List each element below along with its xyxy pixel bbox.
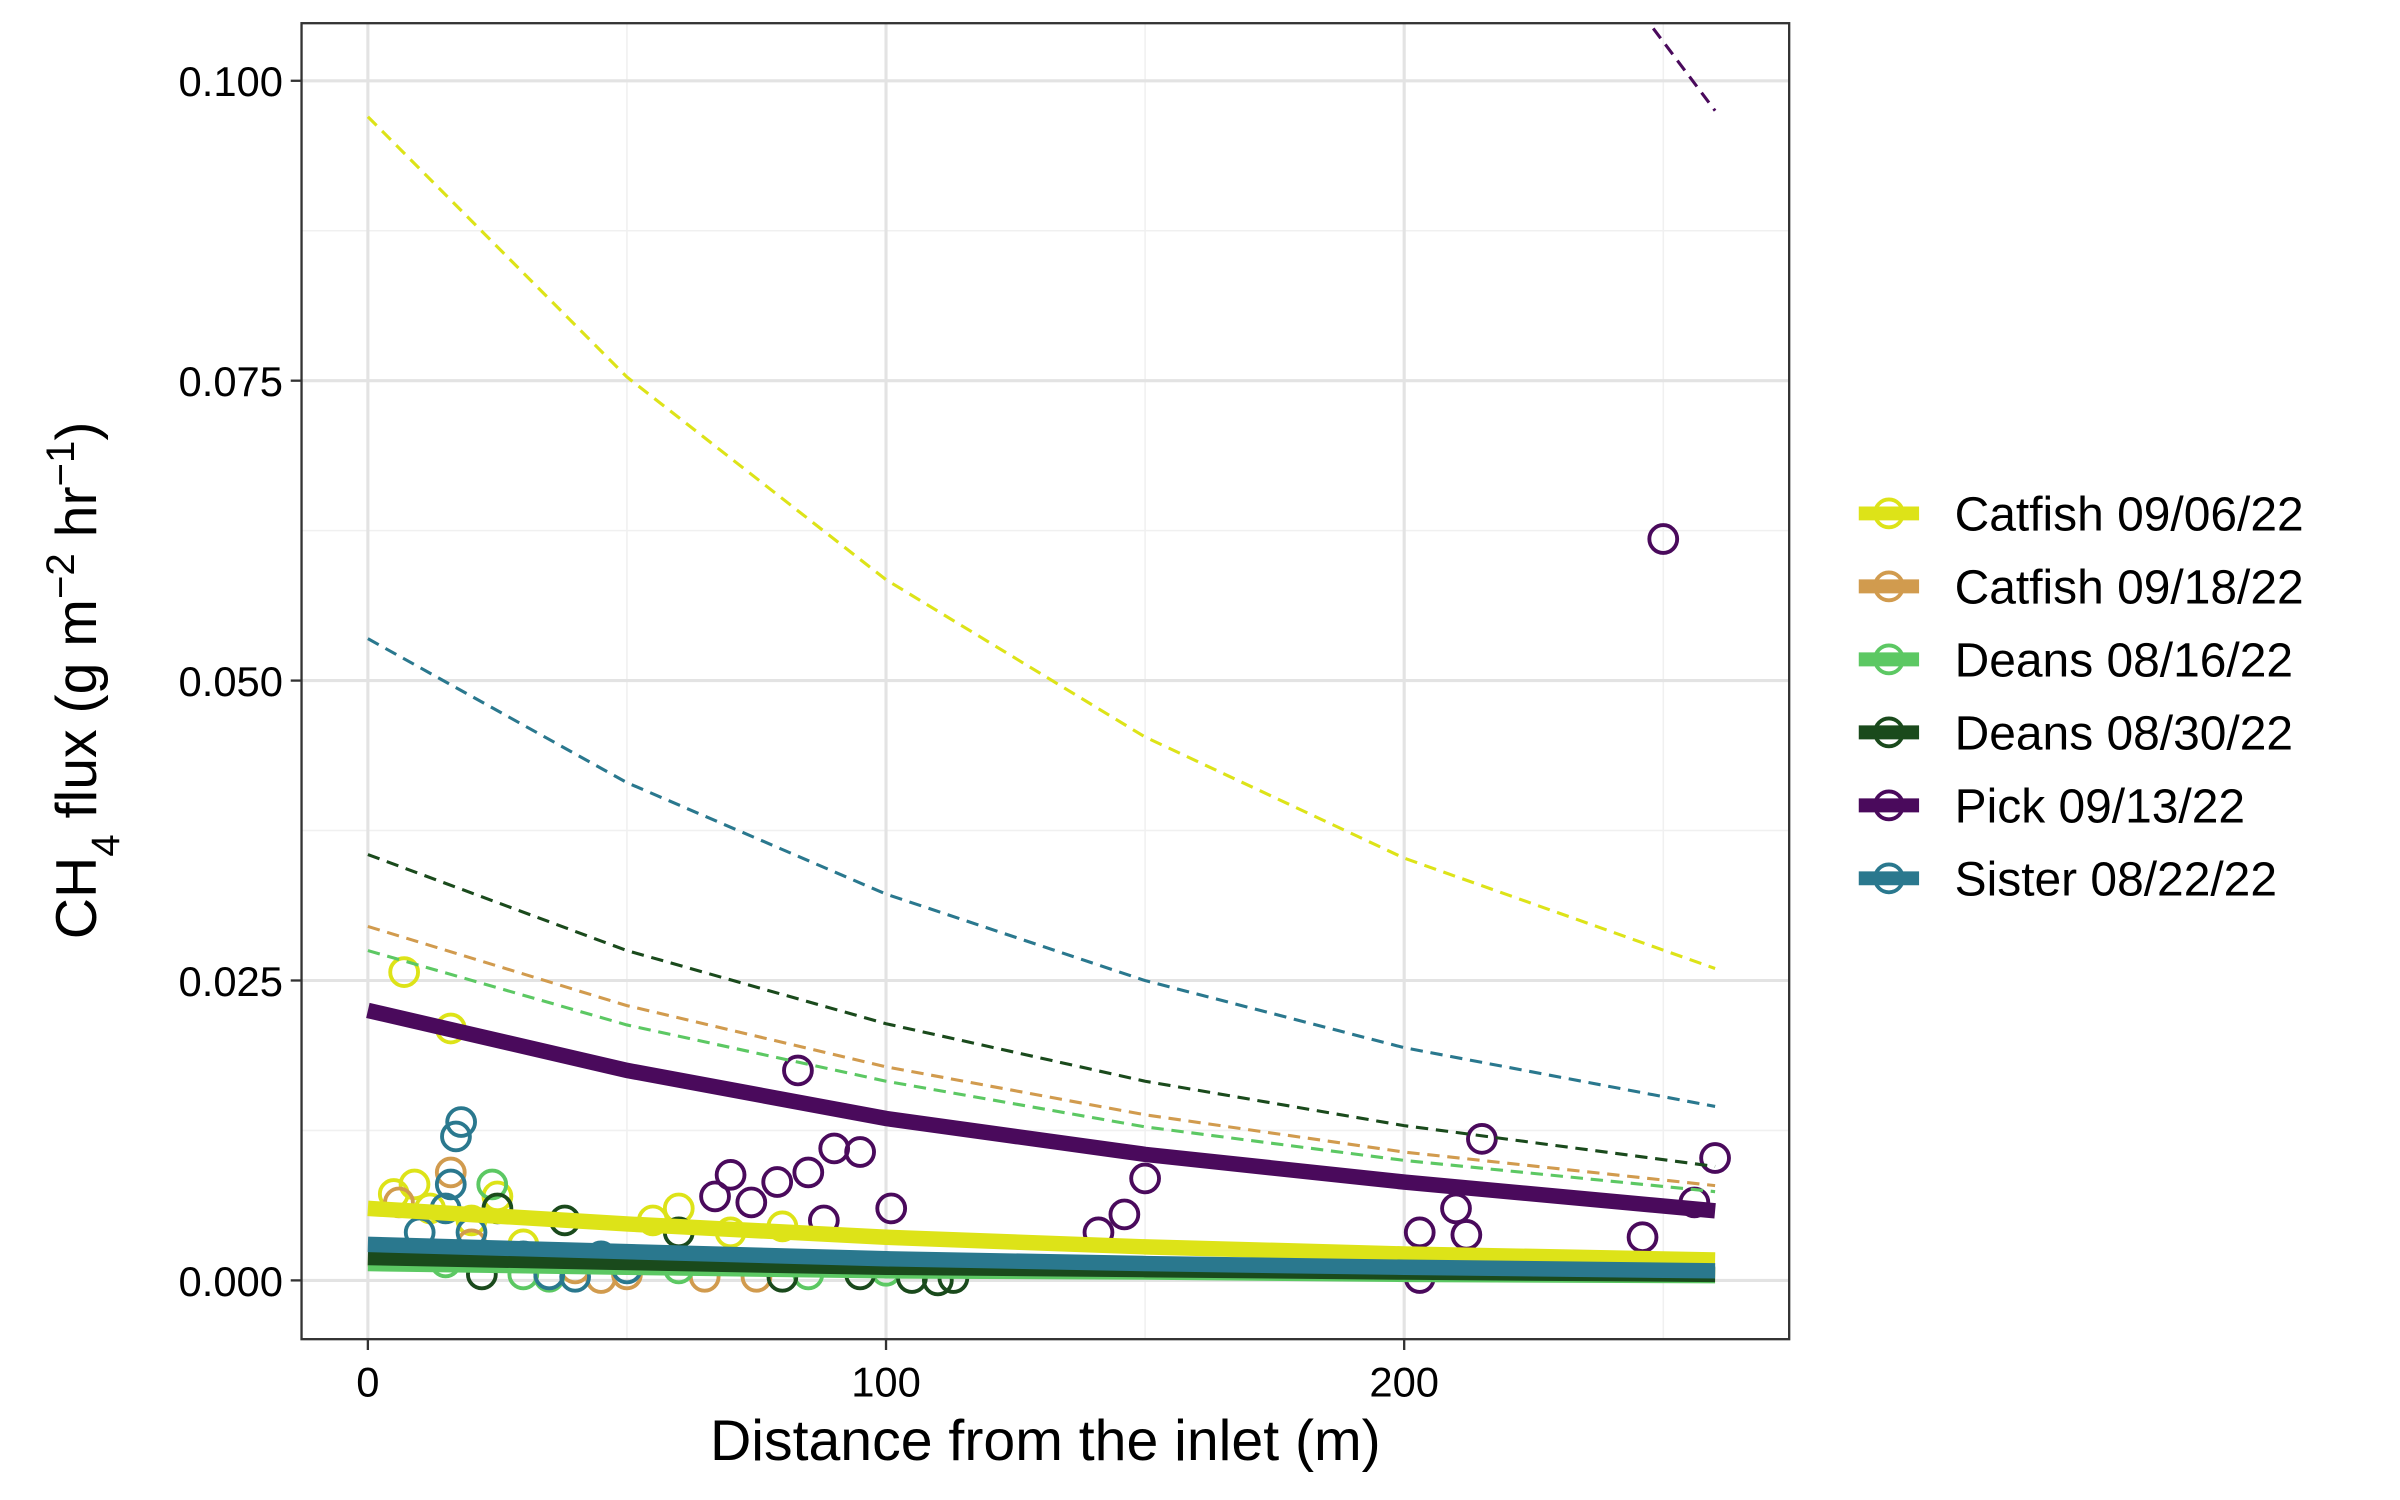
y-axis-title: CH4 flux (g m−2 hr−1) [37, 422, 127, 940]
legend-key-point [1873, 497, 1905, 530]
x-axis-title: Distance from the inlet (m) [710, 1409, 1381, 1473]
y-tick-label: 0.075 [179, 358, 283, 405]
y-axis-title-part: CH [45, 857, 109, 940]
x-tick-label: 0 [356, 1358, 379, 1405]
data-point [844, 1136, 876, 1168]
y-tick-label: 0.100 [179, 58, 283, 105]
axes: 0 100 200 0.000 0.025 0.050 0.075 0.100 [179, 58, 1440, 1405]
data-point [1403, 1216, 1436, 1249]
y-axis-title-part: hr [45, 486, 109, 553]
legend-label: Sister 08/22/22 [1955, 853, 2277, 906]
data-point [434, 1168, 467, 1201]
legend-label: Deans 08/30/22 [1955, 707, 2293, 760]
legend: Catfish 09/06/22 Catfish 09/18/22 Deans 08… [1858, 488, 2304, 906]
data-point [792, 1156, 825, 1189]
x-tick-label: 200 [1369, 1358, 1439, 1405]
legend-key-point [1873, 716, 1905, 749]
data-point [714, 1158, 747, 1191]
legend-label: Catfish 09/06/22 [1955, 488, 2304, 541]
x-tick-label: 100 [851, 1358, 921, 1405]
data-point [761, 1166, 794, 1198]
upper-bound-line [367, 949, 1716, 1194]
legend-key-point [1873, 789, 1905, 822]
fit-line [366, 1002, 1716, 1219]
legend-label: Deans 08/16/22 [1955, 634, 2293, 687]
y-tick-label: 0.000 [179, 1258, 283, 1305]
data-point [699, 1180, 731, 1213]
y-axis-title-part: −2 [37, 553, 82, 599]
data-point [1699, 1142, 1731, 1174]
data-point [1108, 1198, 1141, 1231]
y-axis-title-part: ) [45, 422, 109, 441]
data-point [1647, 523, 1680, 555]
data-point [735, 1186, 768, 1219]
y-tick-label: 0.050 [179, 658, 283, 705]
data-point [388, 956, 420, 988]
upper-bound-line [367, 924, 1716, 1188]
y-tick-label: 0.025 [179, 958, 283, 1005]
fit-line [367, 1236, 1716, 1279]
data-point [875, 1192, 908, 1225]
upper-bound-line [367, 853, 1716, 1168]
data-point [434, 1156, 467, 1189]
legend-label: Catfish 09/18/22 [1955, 561, 2304, 614]
data-point [440, 1120, 472, 1153]
legend-key-point [1873, 570, 1905, 603]
data-point [1129, 1162, 1161, 1195]
upper-bound-line [367, 637, 1716, 1108]
y-axis-title-part: −1 [37, 441, 82, 487]
y-axis-title-part: 4 [82, 834, 127, 856]
fit-line [367, 1200, 1716, 1268]
data-point [782, 1054, 814, 1087]
upper-bound-line [366, 115, 1716, 970]
data-point [476, 1168, 509, 1201]
legend-label: Pick 09/13/22 [1955, 780, 2245, 833]
data-point [445, 1106, 477, 1138]
legend-key-point [1873, 643, 1905, 676]
plot-area [366, 23, 1731, 1297]
legend-key-point [1873, 862, 1905, 895]
data-point [398, 1168, 431, 1201]
y-axis-title-part: flux (g m [45, 599, 109, 834]
